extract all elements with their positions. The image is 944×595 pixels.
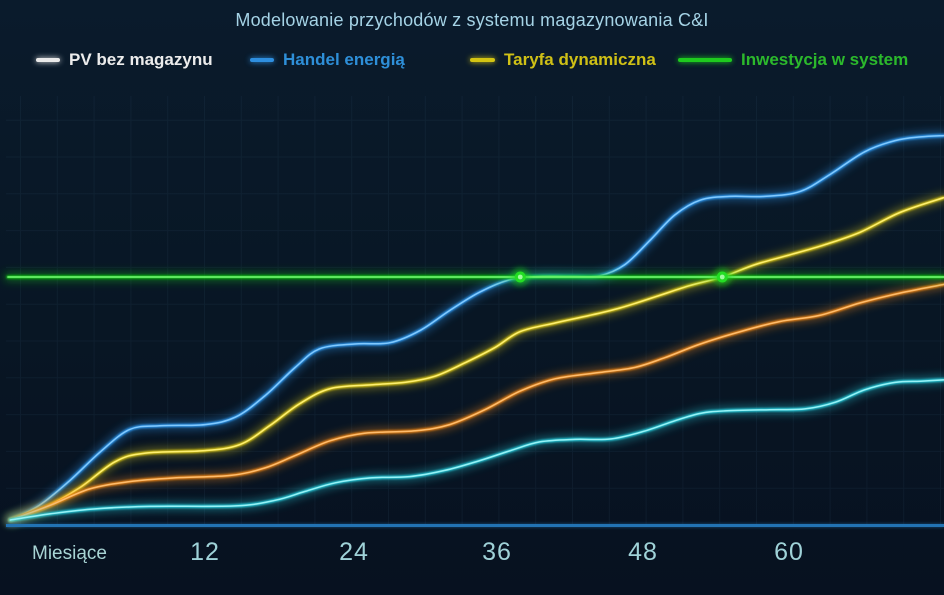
- legend: PV bez magazynu Handel energią Taryfa dyna…: [0, 49, 944, 71]
- x-axis-label: Miesiące: [32, 543, 107, 564]
- legend-swatch-handel-energia: [250, 58, 274, 62]
- legend-label-pv-bez-magazynu: PV bez magazynu: [69, 50, 213, 69]
- legend-item-handel-energia: Handel energią: [250, 49, 405, 71]
- chart-title: Modelowanie przychodów z systemu magazyn…: [235, 10, 709, 30]
- legend-label-taryfa-dynamiczna: Taryfa dynamiczna: [504, 50, 656, 69]
- legend-item-pv-bez-magazynu: PV bez magazynu: [36, 49, 213, 71]
- break-even-dot-2: [713, 268, 732, 286]
- break-even-markers: [511, 268, 732, 286]
- legend-label-handel-energia: Handel energią: [283, 50, 405, 69]
- legend-item-inwestycja-w-system: Inwestycja w system: [678, 49, 908, 71]
- legend-swatch-inwestycja-w-system: [678, 58, 732, 62]
- x-tick-label-36: 36: [482, 538, 512, 566]
- series-taryfa-dynamiczna: [6, 193, 944, 524]
- x-tick-label-12: 12: [190, 538, 220, 566]
- legend-label-inwestycja-w-system: Inwestycja w system: [741, 50, 909, 69]
- legend-swatch-pv-bez-magazynu: [36, 58, 60, 62]
- break-even-dot-1: [511, 268, 530, 286]
- legend-swatch-taryfa-dynamiczna: [470, 58, 495, 62]
- series-handel-energia: [6, 131, 944, 524]
- x-tick-label-60: 60: [774, 538, 804, 566]
- series-pv-bez-magazynu: [6, 375, 944, 524]
- x-tick-label-48: 48: [628, 538, 658, 566]
- series-unlabeled-orange: [6, 280, 944, 524]
- x-tick-label-24: 24: [339, 538, 369, 566]
- legend-item-taryfa-dynamiczna: Taryfa dynamiczna: [470, 49, 656, 71]
